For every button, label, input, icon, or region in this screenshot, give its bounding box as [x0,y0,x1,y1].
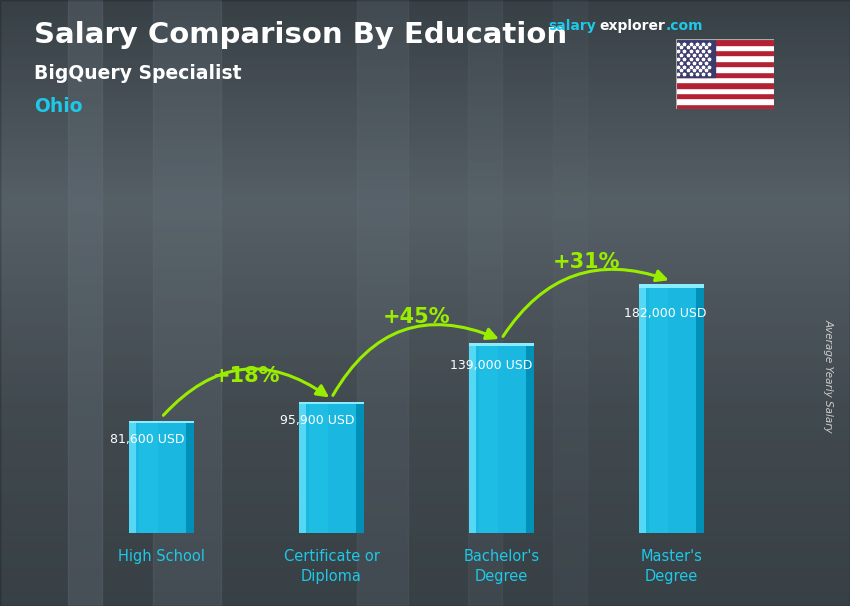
Text: +31%: +31% [552,252,620,272]
Bar [468,0,502,606]
Bar [676,56,774,61]
Text: Ohio: Ohio [34,97,82,116]
Text: salary: salary [548,19,596,33]
Bar [552,0,586,606]
Bar [299,402,364,533]
Bar [676,72,774,77]
Bar [676,104,774,109]
Bar [139,422,158,533]
Bar [153,0,221,606]
Bar [676,50,774,56]
Bar [676,39,774,45]
Bar [129,422,136,533]
Bar [676,88,774,93]
Bar [309,402,328,533]
Bar [639,284,704,533]
Bar [469,343,534,346]
Bar [649,284,668,533]
Bar [696,284,704,533]
Bar [639,284,646,533]
Text: +45%: +45% [382,307,450,327]
Text: 139,000 USD: 139,000 USD [450,359,533,372]
Bar [356,402,364,533]
Bar [129,422,194,533]
Bar [676,45,774,50]
Text: Salary Comparison By Education: Salary Comparison By Education [34,21,567,49]
Bar [479,343,498,533]
Bar [676,98,774,104]
Text: BigQuery Specialist: BigQuery Specialist [34,64,241,82]
Bar [357,0,408,606]
Bar [639,284,704,288]
Bar [299,402,364,404]
Text: 95,900 USD: 95,900 USD [280,414,355,427]
Bar [186,422,194,533]
Bar [676,77,774,82]
Text: .com: .com [666,19,703,33]
Text: Average Yearly Salary: Average Yearly Salary [824,319,834,433]
Text: 81,600 USD: 81,600 USD [110,433,185,446]
Text: explorer: explorer [599,19,666,33]
Bar [676,66,774,72]
Bar [526,343,534,533]
Text: +18%: +18% [212,365,280,386]
Bar [129,422,194,424]
Bar [469,343,476,533]
Bar [68,0,102,606]
Bar [299,402,306,533]
Bar [469,343,534,533]
Bar [676,93,774,98]
Bar [676,82,774,88]
Text: 182,000 USD: 182,000 USD [624,307,706,321]
Bar [676,39,715,77]
Bar [676,61,774,66]
